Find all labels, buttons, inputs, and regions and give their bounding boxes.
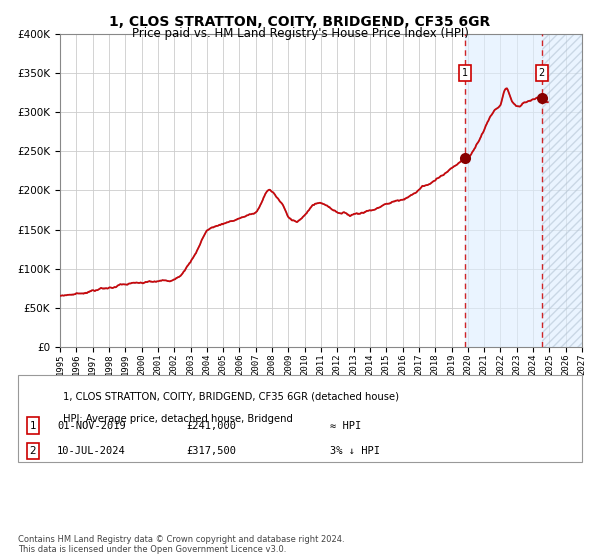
Text: 01-NOV-2019: 01-NOV-2019 <box>57 421 126 431</box>
Text: £317,500: £317,500 <box>186 446 236 456</box>
Text: HPI: Average price, detached house, Bridgend: HPI: Average price, detached house, Brid… <box>63 414 293 424</box>
Text: 3% ↓ HPI: 3% ↓ HPI <box>330 446 380 456</box>
Text: 10-JUL-2024: 10-JUL-2024 <box>57 446 126 456</box>
Bar <box>465 34 582 347</box>
Text: 1: 1 <box>462 68 468 78</box>
Text: 1, CLOS STRATTON, COITY, BRIDGEND, CF35 6GR (detached house): 1, CLOS STRATTON, COITY, BRIDGEND, CF35 … <box>63 391 399 402</box>
Text: £241,000: £241,000 <box>186 421 236 431</box>
Text: 1: 1 <box>29 421 37 431</box>
Text: 2: 2 <box>29 446 37 456</box>
Text: 1, CLOS STRATTON, COITY, BRIDGEND, CF35 6GR: 1, CLOS STRATTON, COITY, BRIDGEND, CF35 … <box>109 15 491 29</box>
Text: Price paid vs. HM Land Registry's House Price Index (HPI): Price paid vs. HM Land Registry's House … <box>131 27 469 40</box>
Text: Contains HM Land Registry data © Crown copyright and database right 2024.
This d: Contains HM Land Registry data © Crown c… <box>18 535 344 554</box>
Bar <box>542 34 582 347</box>
Text: ≈ HPI: ≈ HPI <box>330 421 361 431</box>
Text: 2: 2 <box>539 68 545 78</box>
